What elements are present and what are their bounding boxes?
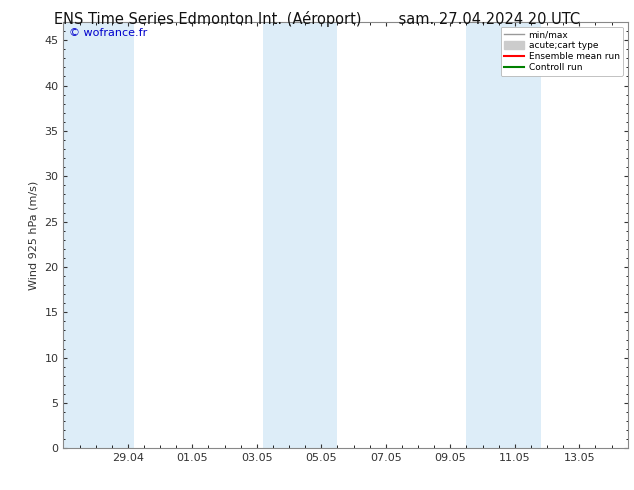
- Bar: [63, 22, 134, 448]
- Y-axis label: Wind 925 hPa (m/s): Wind 925 hPa (m/s): [29, 181, 39, 290]
- Legend: min/max, acute;cart type, Ensemble mean run, Controll run: min/max, acute;cart type, Ensemble mean …: [501, 26, 623, 76]
- Text: © wofrance.fr: © wofrance.fr: [69, 28, 147, 38]
- Text: ENS Time Series Edmonton Int. (Aéroport)        sam. 27.04.2024 20 UTC: ENS Time Series Edmonton Int. (Aéroport)…: [54, 11, 580, 27]
- Bar: [263, 22, 337, 448]
- Bar: [467, 22, 541, 448]
